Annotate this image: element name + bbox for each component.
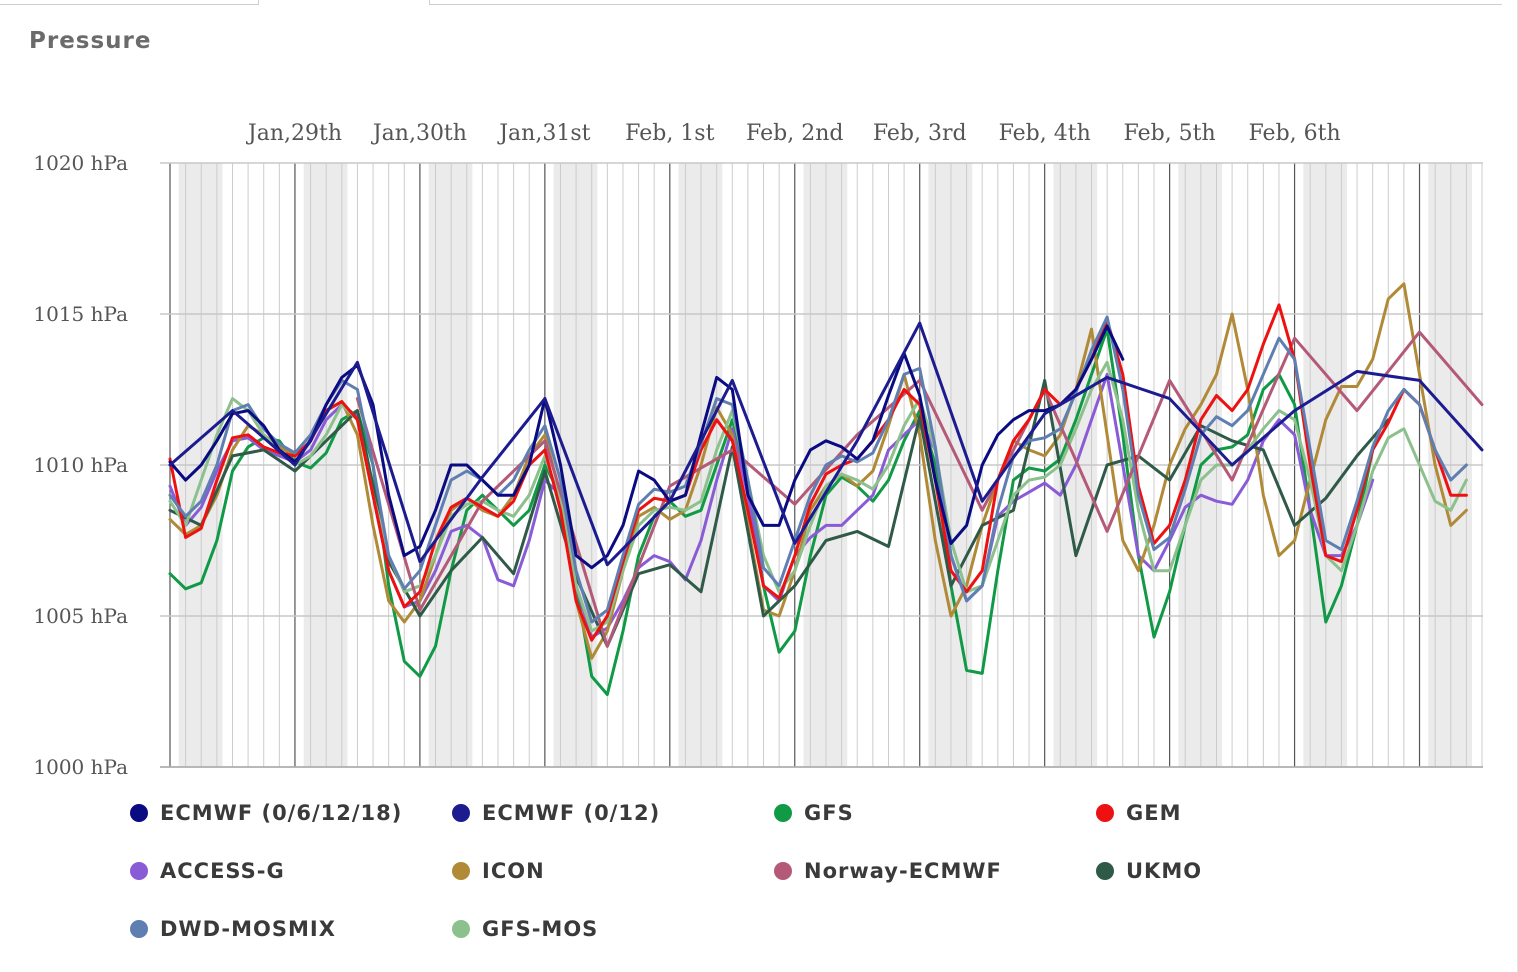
tab-left-edge[interactable] (0, 0, 258, 5)
legend-label: ICON (482, 859, 545, 883)
legend-label: GFS (804, 801, 854, 825)
pressure-chart: 1000 hPa 1005 hPa 1010 hPa 1015 hPa 1020 hPa… (33, 121, 1484, 779)
y-tick-label: 1015 hPa (33, 302, 128, 326)
legend-item[interactable]: Norway-ECMWF (774, 856, 1002, 886)
x-day-label: Feb, 1st (625, 121, 714, 146)
legend-item[interactable]: DWD-MOSMIX (130, 914, 336, 944)
series-line-ecmwf-0-6-12-18 (168, 324, 1125, 570)
legend-item[interactable]: GEM (1096, 798, 1181, 828)
tab-right-edge[interactable] (430, 0, 1502, 5)
legend-label: Norway-ECMWF (804, 859, 1002, 883)
series-lines (168, 282, 1484, 696)
legend-item[interactable]: ICON (452, 856, 545, 886)
y-tick-label: 1010 hPa (33, 453, 128, 477)
legend-item[interactable]: UKMO (1096, 856, 1202, 886)
legend-item[interactable]: ACCESS-G (130, 856, 285, 886)
chart-legend: ECMWF (0/6/12/18) ECMWF (0/12) GFS GEM ACCES… (130, 798, 1430, 958)
legend-label: UKMO (1126, 859, 1203, 883)
legend-label: DWD-MOSMIX (160, 917, 336, 941)
legend-dot-icon (1096, 804, 1114, 822)
grid-lines (160, 162, 1483, 768)
legend-label: ECMWF (0/6/12/18) (160, 801, 403, 825)
legend-dot-icon (1096, 862, 1114, 880)
y-tick-label: 1005 hPa (33, 604, 128, 628)
y-axis-labels: 1000 hPa 1005 hPa 1010 hPa 1015 hPa 1020 hPa (33, 151, 128, 779)
x-day-label: Feb, 6th (1248, 121, 1340, 146)
legend-item[interactable]: GFS-MOS (452, 914, 598, 944)
legend-dot-icon (774, 862, 792, 880)
x-day-label: Feb, 3rd (873, 121, 967, 146)
x-day-label: Jan,29th (246, 121, 342, 146)
legend-dot-icon (774, 804, 792, 822)
x-axis-day-labels: Jan,29th Jan,30th Jan,31st Feb, 1st Feb, 2nd… (246, 121, 1341, 146)
legend-dot-icon (130, 862, 148, 880)
x-day-label: Feb, 4th (999, 121, 1091, 146)
legend-label: GFS-MOS (482, 917, 599, 941)
tab-strip (0, 0, 1518, 8)
legend-dot-icon (130, 804, 148, 822)
tab-active[interactable] (258, 0, 430, 5)
legend-label: ACCESS-G (160, 859, 285, 883)
legend-dot-icon (452, 920, 470, 938)
series-line-dwd-mosmix (168, 315, 1468, 624)
x-day-label: Jan,31st (497, 121, 590, 146)
series-line-ukmo (168, 378, 1390, 648)
legend-dot-icon (452, 862, 470, 880)
legend-dot-icon (452, 804, 470, 822)
legend-label: ECMWF (0/12) (482, 801, 661, 825)
panel-title: Pressure (29, 28, 152, 54)
series-line-gem (168, 303, 1468, 642)
legend-dot-icon (130, 920, 148, 938)
x-day-label: Feb, 2nd (746, 121, 843, 146)
legend-item[interactable]: ECMWF (0/6/12/18) (130, 798, 402, 828)
legend-item[interactable]: ECMWF (0/12) (452, 798, 660, 828)
series-line-ecmwf-0-12 (168, 321, 1484, 567)
y-tick-label: 1000 hPa (33, 755, 128, 779)
series-line-norway-ecmwf (355, 330, 1484, 648)
legend-label: GEM (1126, 801, 1182, 825)
x-day-label: Jan,30th (371, 121, 467, 146)
x-day-label: Feb, 5th (1124, 121, 1216, 146)
y-tick-label: 1020 hPa (33, 151, 128, 175)
legend-item[interactable]: GFS (774, 798, 854, 828)
